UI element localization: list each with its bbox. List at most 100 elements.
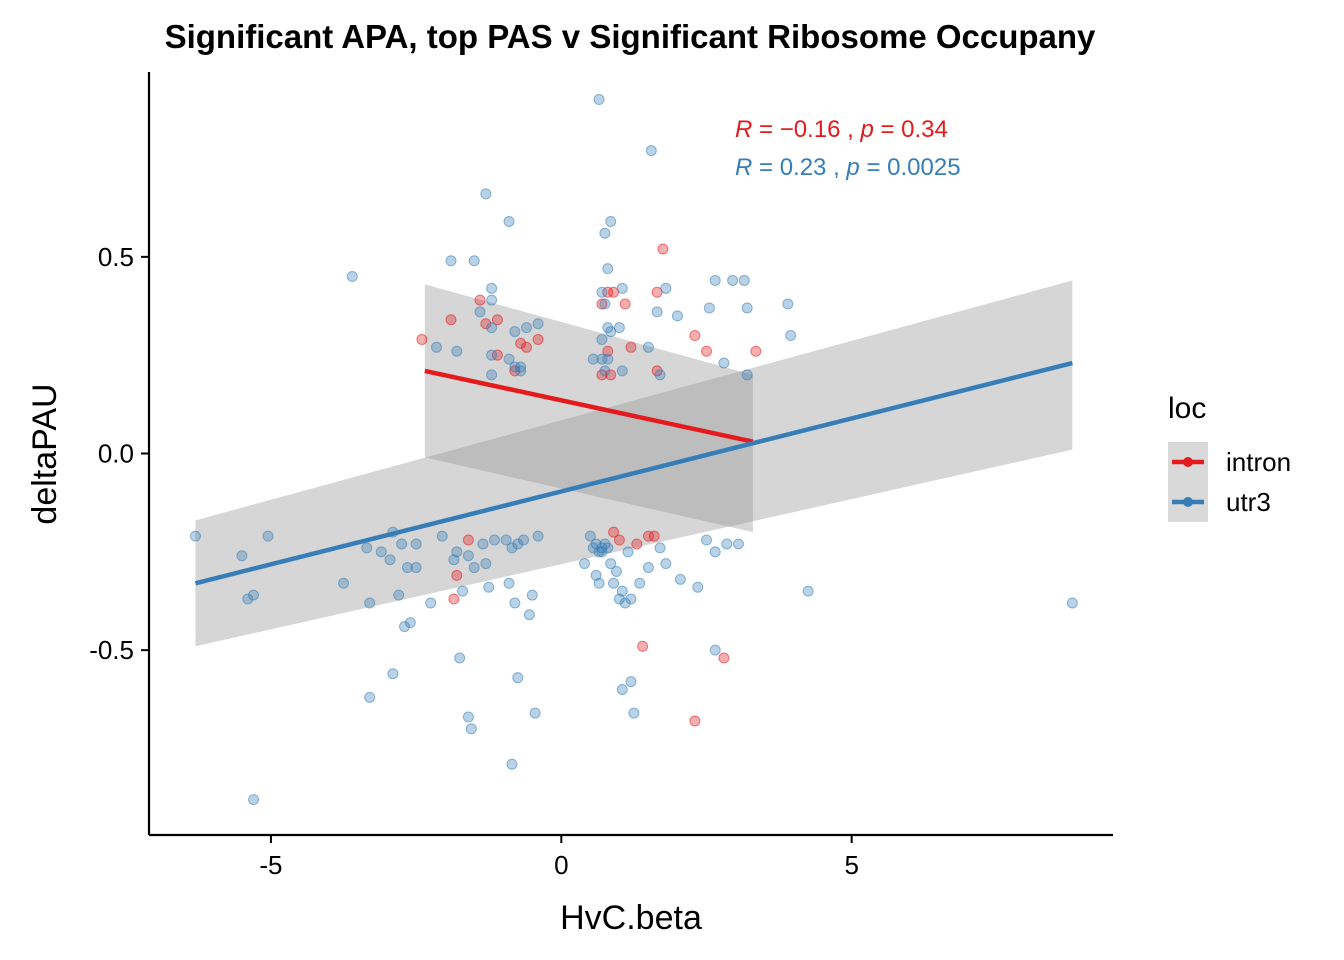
data-point-utr3 xyxy=(634,577,646,589)
legend-item-intron: intron xyxy=(1168,442,1291,482)
data-point-intron xyxy=(515,337,527,349)
data-point-utr3 xyxy=(642,341,654,353)
data-point-utr3 xyxy=(486,349,498,361)
data-point-intron xyxy=(509,365,521,377)
data-point-utr3 xyxy=(718,357,730,369)
data-point-utr3 xyxy=(248,589,260,601)
data-point-utr3 xyxy=(520,322,532,334)
data-point-utr3 xyxy=(465,723,477,735)
data-point-utr3 xyxy=(700,534,712,546)
data-point-utr3 xyxy=(509,326,521,338)
data-points xyxy=(189,94,1078,806)
data-point-utr3 xyxy=(503,577,515,589)
x-tick-label: 5 xyxy=(844,850,858,880)
data-point-utr3 xyxy=(616,585,628,597)
data-point-utr3 xyxy=(738,274,750,286)
data-point-utr3 xyxy=(785,330,797,342)
y-tick-label: 0.5 xyxy=(98,242,134,272)
data-point-utr3 xyxy=(468,255,480,267)
data-point-utr3 xyxy=(802,585,814,597)
data-point-intron xyxy=(532,333,544,345)
data-point-intron xyxy=(520,341,532,353)
data-point-utr3 xyxy=(512,538,524,550)
data-point-utr3 xyxy=(462,550,474,562)
data-point-utr3 xyxy=(454,652,466,664)
data-point-utr3 xyxy=(602,353,614,365)
data-point-utr3 xyxy=(523,609,535,621)
data-point-utr3 xyxy=(474,306,486,318)
data-point-utr3 xyxy=(593,94,605,106)
data-point-utr3 xyxy=(506,758,518,770)
data-point-utr3 xyxy=(674,573,686,585)
data-point-utr3 xyxy=(616,282,628,294)
data-point-intron xyxy=(448,593,460,605)
data-point-intron xyxy=(491,349,503,361)
data-point-utr3 xyxy=(1066,597,1078,609)
data-point-utr3 xyxy=(579,558,591,570)
data-point-utr3 xyxy=(364,691,376,703)
data-point-utr3 xyxy=(642,562,654,574)
legend-label: intron xyxy=(1226,447,1291,477)
data-point-utr3 xyxy=(596,353,608,365)
data-point-utr3 xyxy=(587,353,599,365)
data-point-utr3 xyxy=(782,298,794,310)
legend-label: utr3 xyxy=(1226,487,1271,517)
data-point-utr3 xyxy=(628,707,640,719)
data-point-intron xyxy=(491,314,503,326)
data-point-utr3 xyxy=(584,530,596,542)
data-point-intron xyxy=(605,369,617,381)
data-point-intron xyxy=(474,294,486,306)
x-tick-label: -5 xyxy=(259,850,282,880)
data-point-utr3 xyxy=(596,333,608,345)
data-point-utr3 xyxy=(529,707,541,719)
data-point-utr3 xyxy=(393,589,405,601)
regression-line-utr3 xyxy=(194,360,1073,586)
data-point-utr3 xyxy=(242,593,254,605)
data-point-utr3 xyxy=(526,589,538,601)
data-point-utr3 xyxy=(404,617,416,629)
x-tick-label: 0 xyxy=(554,850,568,880)
y-axis-ticks: -0.5 0.0 0.5 xyxy=(89,242,149,665)
data-point-utr3 xyxy=(608,577,620,589)
data-point-utr3 xyxy=(375,546,387,558)
data-point-utr3 xyxy=(189,530,201,542)
data-point-utr3 xyxy=(605,215,617,227)
data-point-intron xyxy=(462,534,474,546)
data-point-utr3 xyxy=(605,558,617,570)
data-point-utr3 xyxy=(651,306,663,318)
regression-line-intron xyxy=(424,368,754,444)
data-point-utr3 xyxy=(457,585,469,597)
y-axis-title: deltaPAU xyxy=(26,383,64,524)
data-point-utr3 xyxy=(387,668,399,680)
data-point-utr3 xyxy=(384,554,396,566)
data-point-utr3 xyxy=(625,593,637,605)
data-point-utr3 xyxy=(364,597,376,609)
data-point-utr3 xyxy=(654,542,666,554)
data-point-utr3 xyxy=(506,542,518,554)
chart-title: Significant APA, top PAS v Significant R… xyxy=(165,18,1096,55)
data-point-utr3 xyxy=(486,322,498,334)
data-point-utr3 xyxy=(645,145,657,157)
data-point-intron xyxy=(648,530,660,542)
data-point-utr3 xyxy=(727,274,739,286)
data-point-intron xyxy=(596,298,608,310)
regression-lines xyxy=(194,360,1073,586)
data-point-utr3 xyxy=(703,302,715,314)
data-point-utr3 xyxy=(622,546,634,558)
data-point-utr3 xyxy=(509,361,521,373)
data-point-utr3 xyxy=(532,530,544,542)
data-point-utr3 xyxy=(599,227,611,239)
data-point-intron xyxy=(750,345,762,357)
data-point-intron xyxy=(613,534,625,546)
data-point-utr3 xyxy=(477,538,489,550)
data-point-utr3 xyxy=(671,310,683,322)
data-point-utr3 xyxy=(410,538,422,550)
data-point-utr3 xyxy=(451,345,463,357)
data-point-utr3 xyxy=(616,683,628,695)
data-point-intron xyxy=(718,652,730,664)
legend-key-point xyxy=(1183,497,1193,507)
data-point-utr3 xyxy=(654,369,666,381)
data-point-utr3 xyxy=(660,558,672,570)
data-point-utr3 xyxy=(486,294,498,306)
